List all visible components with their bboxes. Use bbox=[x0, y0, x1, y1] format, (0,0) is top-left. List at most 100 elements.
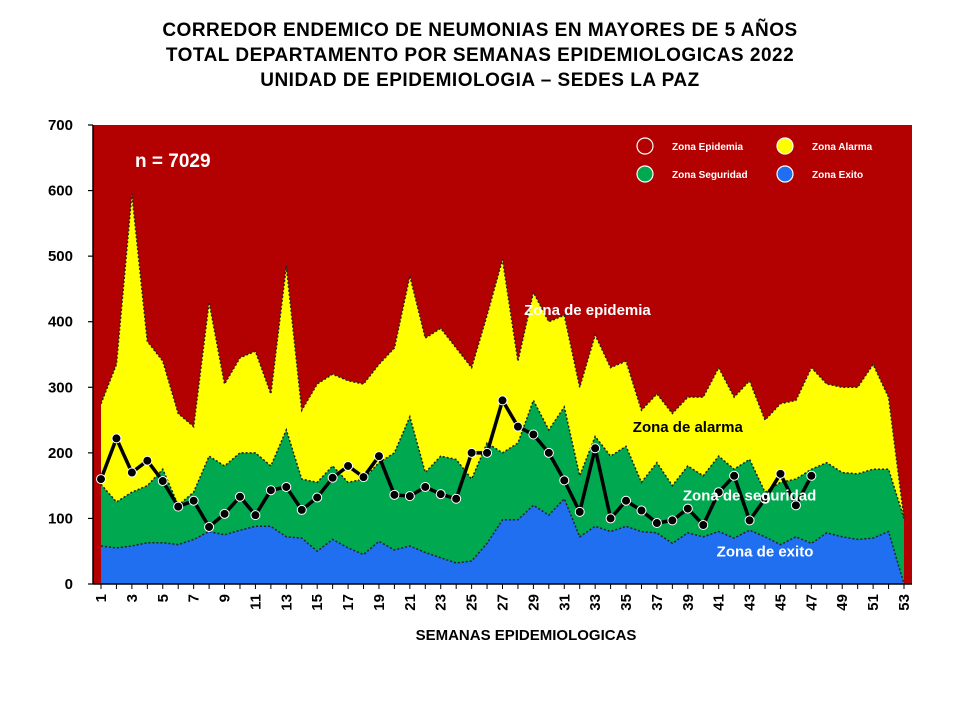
x-tick-label: 33 bbox=[587, 594, 604, 611]
chart-title-line-3: UNIDAD DE EPIDEMIOLOGIA – SEDES LA PAZ bbox=[260, 70, 700, 91]
sample-size-annotation: n = 7029 bbox=[135, 151, 211, 172]
chart-title-line-2: TOTAL DEPARTAMENTO POR SEMANAS EPIDEMIOL… bbox=[165, 45, 795, 66]
y-tick-label: 300 bbox=[48, 379, 73, 396]
observed-point bbox=[343, 460, 354, 471]
observed-point bbox=[482, 447, 493, 458]
observed-point bbox=[173, 501, 184, 512]
observed-point bbox=[512, 421, 523, 432]
x-tick-label: 35 bbox=[618, 594, 635, 611]
x-tick-label: 27 bbox=[495, 594, 512, 611]
x-tick-label: 21 bbox=[402, 594, 419, 611]
observed-point bbox=[157, 476, 168, 487]
observed-point bbox=[327, 472, 338, 483]
observed-point bbox=[559, 475, 570, 486]
zone-label: Zona de alarma bbox=[633, 419, 744, 436]
observed-point bbox=[590, 443, 601, 454]
y-tick-label: 200 bbox=[48, 445, 73, 462]
legend-marker bbox=[636, 137, 654, 155]
y-tick-label: 0 bbox=[65, 576, 73, 593]
legend-marker bbox=[636, 165, 654, 183]
observed-point bbox=[126, 467, 137, 478]
observed-point bbox=[543, 447, 554, 458]
observed-point bbox=[219, 508, 230, 519]
observed-point bbox=[636, 505, 647, 516]
area-seguridad-edge bbox=[100, 398, 905, 519]
observed-point bbox=[621, 495, 632, 506]
x-tick-label: 51 bbox=[865, 594, 882, 611]
observed-point bbox=[281, 481, 292, 492]
x-tick-label: 25 bbox=[464, 594, 481, 611]
x-tick-label: 43 bbox=[742, 594, 759, 611]
chart-title-line-1: CORREDOR ENDEMICO DE NEUMONIAS EN MAYORE… bbox=[162, 20, 798, 41]
observed-point bbox=[713, 487, 724, 498]
observed-point bbox=[296, 504, 307, 515]
x-tick-label: 15 bbox=[309, 594, 326, 611]
observed-point bbox=[497, 395, 508, 406]
area-alarma-edge bbox=[100, 193, 905, 519]
x-tick-label: 19 bbox=[371, 594, 388, 611]
observed-point bbox=[667, 515, 678, 526]
observed-point bbox=[312, 492, 323, 503]
x-tick-label: 45 bbox=[772, 594, 789, 611]
zone-label: Zona de exito bbox=[717, 543, 814, 560]
y-tick-label: 500 bbox=[48, 248, 73, 265]
x-axis-title: SEMANAS EPIDEMIOLOGICAS bbox=[416, 627, 637, 644]
observed-point bbox=[651, 518, 662, 529]
area-exito bbox=[101, 498, 904, 584]
observed-point bbox=[682, 503, 693, 514]
x-tick-label: 39 bbox=[680, 594, 697, 611]
observed-point bbox=[574, 506, 585, 517]
legend-marker bbox=[776, 165, 794, 183]
observed-point bbox=[451, 493, 462, 504]
zone-label: Zona de seguridad bbox=[683, 488, 816, 505]
x-tick-label: 17 bbox=[340, 594, 357, 611]
x-tick-label: 3 bbox=[124, 594, 141, 602]
x-tick-label: 9 bbox=[217, 594, 234, 602]
area-exito-edge bbox=[100, 497, 905, 585]
observed-point bbox=[265, 485, 276, 496]
legend-label: Zona Exito bbox=[812, 170, 863, 181]
observed-point bbox=[605, 513, 616, 524]
x-tick-label: 53 bbox=[896, 594, 913, 611]
observed-point bbox=[111, 433, 122, 444]
x-tick-label: 1 bbox=[93, 594, 110, 602]
x-tick-label: 31 bbox=[556, 594, 573, 611]
y-tick-label: 400 bbox=[48, 314, 73, 331]
legend-label: Zona Alarma bbox=[812, 142, 873, 153]
x-tick-label: 23 bbox=[433, 594, 450, 611]
x-tick-label: 41 bbox=[711, 594, 728, 611]
x-tick-label: 47 bbox=[803, 594, 820, 611]
observed-point bbox=[96, 474, 106, 485]
x-tick-label: 37 bbox=[649, 594, 666, 611]
observed-point bbox=[234, 491, 245, 502]
observed-point bbox=[404, 491, 415, 502]
observed-point bbox=[188, 495, 199, 506]
observed-point bbox=[806, 470, 817, 481]
y-tick-label: 100 bbox=[48, 510, 73, 527]
y-tick-label: 700 bbox=[48, 117, 73, 134]
legend-label: Zona Epidemia bbox=[672, 142, 744, 153]
observed-point bbox=[250, 510, 261, 521]
observed-point bbox=[142, 455, 153, 466]
observed-point bbox=[775, 468, 786, 479]
x-tick-label: 7 bbox=[186, 594, 203, 602]
x-tick-label: 29 bbox=[525, 594, 542, 611]
x-tick-label: 11 bbox=[247, 594, 264, 610]
observed-point bbox=[790, 500, 801, 511]
legend-label: Zona Seguridad bbox=[672, 170, 748, 181]
legend-marker bbox=[776, 137, 794, 155]
observed-point bbox=[466, 447, 477, 458]
zone-label: Zona de epidemia bbox=[524, 302, 651, 319]
observed-point bbox=[204, 521, 215, 532]
x-tick-label: 49 bbox=[834, 594, 851, 611]
observed-point bbox=[528, 429, 539, 440]
observed-point bbox=[373, 451, 384, 462]
observed-point bbox=[744, 515, 755, 526]
observed-point bbox=[729, 470, 740, 481]
x-tick-label: 5 bbox=[155, 594, 172, 602]
x-tick-label: 13 bbox=[278, 594, 295, 611]
observed-point bbox=[420, 481, 431, 492]
observed-point bbox=[435, 489, 446, 500]
observed-point bbox=[358, 472, 369, 483]
